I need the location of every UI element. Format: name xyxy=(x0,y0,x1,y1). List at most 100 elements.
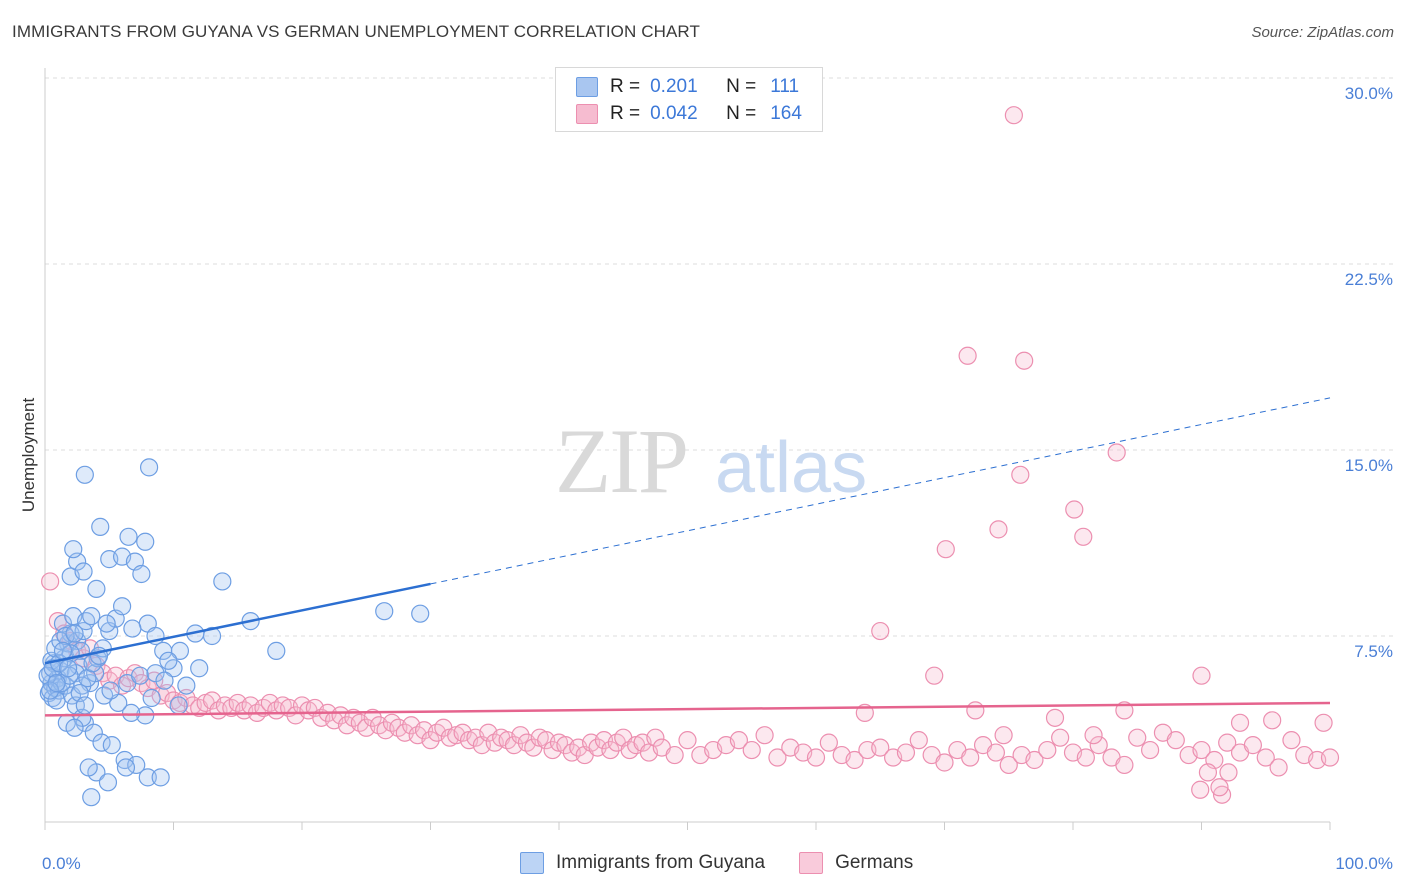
data-point xyxy=(115,750,134,770)
legend-swatch-germans xyxy=(576,104,598,124)
data-point xyxy=(155,671,174,690)
data-point xyxy=(190,659,209,678)
data-point xyxy=(74,562,93,581)
data-point xyxy=(1243,736,1263,755)
data-point xyxy=(729,731,749,750)
data-point xyxy=(1219,763,1238,782)
data-point xyxy=(742,740,761,760)
data-point xyxy=(601,740,620,760)
data-point xyxy=(1320,748,1340,767)
legend-n-value: 164 xyxy=(770,103,802,124)
data-point xyxy=(1218,733,1237,752)
data-point xyxy=(112,597,132,616)
data-point xyxy=(1076,748,1095,767)
data-point xyxy=(98,773,118,792)
data-point xyxy=(65,718,84,737)
data-point xyxy=(1192,666,1211,685)
data-point xyxy=(958,346,977,365)
data-point xyxy=(1269,758,1288,777)
x-tick-label: 100.0% xyxy=(1335,854,1393,873)
data-point xyxy=(1282,731,1301,750)
bottom-legend-label: Germans xyxy=(835,852,914,873)
data-point xyxy=(132,564,151,584)
data-point xyxy=(1074,527,1093,546)
data-point xyxy=(65,624,84,643)
data-point xyxy=(363,708,382,727)
data-point xyxy=(47,674,66,693)
data-point xyxy=(1107,443,1126,462)
data-point xyxy=(151,768,170,787)
legend-n-label: N = xyxy=(726,103,757,124)
watermark-zip: ZIP xyxy=(555,410,687,512)
data-point xyxy=(1045,708,1065,727)
data-point xyxy=(1212,785,1232,804)
data-point xyxy=(1230,713,1250,732)
bottom-legend-germans: Germans xyxy=(799,852,913,874)
y-tick-label: 7.5% xyxy=(1354,642,1393,661)
legend-box: R = 0.201 N = 111 R = 0.042 N = 164 xyxy=(555,67,823,132)
data-point xyxy=(101,681,120,700)
data-point xyxy=(41,681,60,700)
data-point xyxy=(646,728,665,747)
data-point xyxy=(1256,748,1275,767)
data-point xyxy=(806,748,826,767)
data-point xyxy=(1011,465,1030,484)
data-point xyxy=(896,743,916,762)
data-point xyxy=(177,688,196,708)
grid xyxy=(45,77,1395,637)
data-point xyxy=(1015,351,1034,370)
data-point xyxy=(1166,731,1185,750)
y-tick-label: 15.0% xyxy=(1345,456,1393,475)
bottom-legend-label: Immigrants from Guyana xyxy=(556,852,766,873)
data-point xyxy=(1089,736,1108,755)
data-point xyxy=(1115,755,1134,775)
data-point xyxy=(845,750,864,770)
data-point xyxy=(1191,780,1210,799)
data-point xyxy=(83,654,102,673)
axes xyxy=(44,68,1331,830)
data-point xyxy=(966,701,985,720)
data-point xyxy=(925,666,944,685)
data-point xyxy=(267,641,286,660)
data-point xyxy=(1263,711,1282,730)
data-point xyxy=(64,540,83,559)
data-point xyxy=(121,703,141,722)
data-point xyxy=(84,723,103,742)
data-point xyxy=(169,696,188,715)
data-point xyxy=(102,736,121,755)
legend-r-label: R = xyxy=(610,103,641,124)
data-point xyxy=(119,527,138,546)
data-point xyxy=(1038,740,1057,760)
y-axis-label: Unemployment xyxy=(19,398,38,513)
data-point xyxy=(375,602,394,621)
data-point xyxy=(130,666,150,685)
data-point xyxy=(142,688,161,708)
data-point xyxy=(77,612,96,631)
data-point xyxy=(1084,726,1103,745)
data-point xyxy=(159,651,178,670)
data-point xyxy=(999,755,1018,775)
data-point xyxy=(75,465,94,484)
data-point xyxy=(511,726,530,745)
data-point xyxy=(1198,763,1218,782)
data-point xyxy=(170,641,190,660)
source-label: Source: ZipAtlas.com xyxy=(1251,24,1394,41)
data-point xyxy=(213,572,232,591)
legend-r-value: 0.201 xyxy=(650,76,698,97)
data-point xyxy=(819,733,838,752)
data-point xyxy=(665,745,684,765)
data-point xyxy=(59,659,78,678)
data-point xyxy=(936,540,955,559)
bottom-legend-guyana: Immigrants from Guyana xyxy=(520,852,765,874)
data-point xyxy=(935,753,954,772)
trend-line-germans xyxy=(44,701,1331,717)
tick-labels: 7.5% 15.0% 22.5% 30.0% 0.0% 100.0% xyxy=(42,84,1393,873)
trend-lines xyxy=(44,397,1331,717)
data-point xyxy=(1210,778,1229,797)
data-point xyxy=(755,726,774,745)
bottom-legend: Immigrants from Guyana Germans xyxy=(520,852,947,874)
y-tick-label: 22.5% xyxy=(1345,270,1393,289)
watermark: ZIP atlas xyxy=(555,410,867,512)
data-point xyxy=(678,731,697,750)
data-point xyxy=(994,726,1013,745)
